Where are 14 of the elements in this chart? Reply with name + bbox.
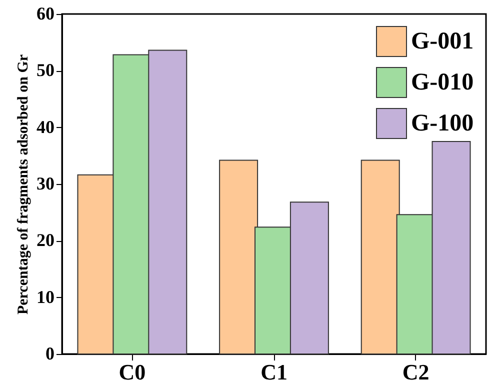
- y-tick-label: 40: [36, 116, 54, 137]
- legend-label: G-100: [411, 110, 474, 136]
- x-tick-label: C1: [260, 360, 288, 384]
- y-tick-label: 10: [36, 286, 54, 307]
- x-tick-label: C2: [402, 360, 430, 384]
- y-tick-label: 0: [46, 344, 54, 364]
- y-tick-label: 20: [36, 230, 54, 250]
- x-tick-label: C0: [118, 360, 146, 384]
- y-tick-label: 30: [36, 174, 54, 194]
- y-tick-label: 60: [36, 4, 54, 24]
- y-axis-title: Percentage of fragments adsorbed on Gr: [16, 54, 32, 315]
- legend-label: G-010: [411, 70, 474, 96]
- y-tick-label: 50: [36, 60, 54, 80]
- legend-label: G-001: [411, 28, 474, 54]
